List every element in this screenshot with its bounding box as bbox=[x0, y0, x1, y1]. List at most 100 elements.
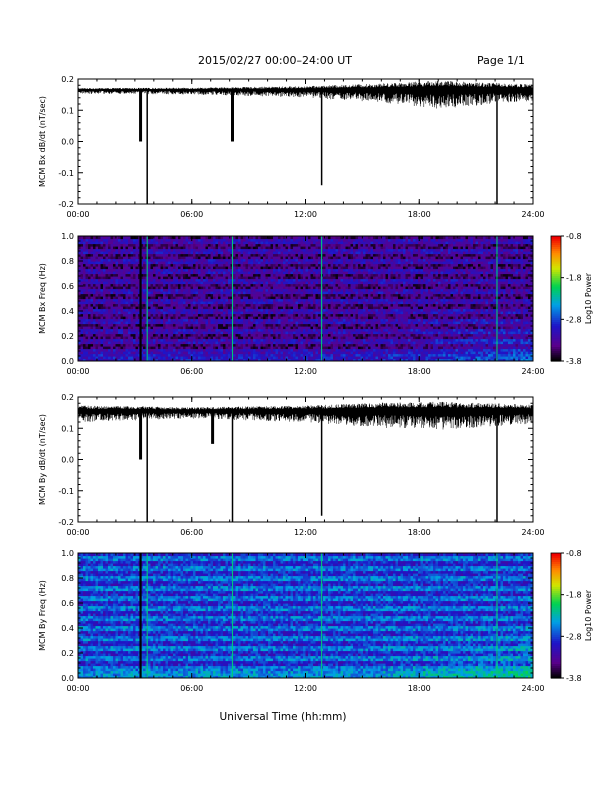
heatmap-cell bbox=[163, 253, 167, 257]
heatmap-cell bbox=[175, 348, 179, 352]
heatmap-cell bbox=[270, 243, 274, 247]
heatmap-cell bbox=[240, 308, 244, 312]
heatmap-cell bbox=[275, 271, 279, 275]
heatmap-cell bbox=[155, 328, 159, 332]
heatmap-cell bbox=[218, 358, 222, 361]
heatmap-cell bbox=[200, 268, 204, 272]
heatmap-cell bbox=[303, 318, 307, 322]
heatmap-cell bbox=[205, 251, 209, 255]
heatmap-cell bbox=[245, 273, 249, 277]
heatmap-cell bbox=[80, 323, 84, 327]
heatmap-cell bbox=[80, 293, 84, 297]
heatmap-cell bbox=[175, 303, 179, 307]
heatmap-cell bbox=[78, 346, 82, 350]
heatmap-cell bbox=[223, 333, 227, 337]
heatmap-cell bbox=[305, 321, 309, 325]
heatmap-cell bbox=[298, 241, 302, 245]
heatmap-cell bbox=[258, 343, 262, 347]
heatmap-cell bbox=[205, 336, 209, 340]
heatmap-cell bbox=[308, 333, 312, 337]
heatmap-cell bbox=[200, 341, 204, 345]
heatmap-cell bbox=[113, 351, 117, 355]
heatmap-cell bbox=[133, 323, 137, 327]
heatmap-cell bbox=[140, 303, 144, 307]
heatmap-cell bbox=[283, 313, 287, 317]
heatmap-cell bbox=[120, 328, 124, 332]
heatmap-cell bbox=[185, 273, 189, 277]
heatmap-cell bbox=[185, 343, 189, 347]
heatmap-cell bbox=[233, 356, 237, 360]
heatmap-cell bbox=[295, 306, 299, 310]
heatmap-cell bbox=[165, 243, 169, 247]
heatmap-cell bbox=[165, 308, 169, 312]
heatmap-cell bbox=[148, 353, 152, 357]
heatmap-cell bbox=[238, 256, 242, 260]
heatmap-cell bbox=[115, 278, 119, 282]
heatmap-cell bbox=[243, 261, 247, 265]
heatmap-cell bbox=[100, 251, 104, 255]
heatmap-cell bbox=[218, 273, 222, 277]
heatmap-cell bbox=[85, 301, 89, 305]
heatmap-cell bbox=[310, 321, 314, 325]
heatmap-cell bbox=[310, 276, 314, 280]
heatmap-cell bbox=[150, 313, 154, 317]
heatmap-cell bbox=[105, 306, 109, 310]
heatmap-cell bbox=[153, 313, 157, 317]
heatmap-cell bbox=[150, 281, 154, 285]
heatmap-cell bbox=[295, 341, 299, 345]
heatmap-cell bbox=[205, 351, 209, 355]
heatmap-cell bbox=[153, 331, 157, 335]
heatmap-cell bbox=[130, 338, 134, 342]
heatmap-cell bbox=[235, 281, 239, 285]
heatmap-cell bbox=[300, 261, 304, 265]
heatmap-cell bbox=[253, 346, 257, 350]
heatmap-cell bbox=[168, 258, 172, 262]
heatmap-cell bbox=[183, 303, 187, 307]
heatmap-cell bbox=[135, 308, 139, 312]
heatmap-cell bbox=[283, 316, 287, 320]
heatmap-cell bbox=[170, 273, 174, 277]
heatmap-cell bbox=[225, 346, 229, 350]
heatmap-cell bbox=[118, 323, 122, 327]
heatmap-cell bbox=[210, 241, 214, 245]
heatmap-cell bbox=[93, 236, 97, 240]
heatmap-cell bbox=[248, 283, 252, 287]
heatmap-cell bbox=[108, 238, 112, 242]
heatmap-cell bbox=[98, 298, 102, 302]
heatmap-cell bbox=[305, 338, 309, 342]
heatmap-cell bbox=[128, 266, 132, 270]
heatmap-cell bbox=[270, 333, 274, 337]
heatmap-cell bbox=[143, 288, 147, 292]
heatmap-cell bbox=[295, 333, 299, 337]
heatmap-cell bbox=[130, 253, 134, 257]
heatmap-cell bbox=[255, 358, 259, 361]
heatmap-cell bbox=[278, 323, 282, 327]
heatmap-cell bbox=[90, 338, 94, 342]
heatmap-cell bbox=[188, 336, 192, 340]
heatmap-cell bbox=[285, 346, 289, 350]
heatmap-cell bbox=[128, 306, 132, 310]
heatmap-cell bbox=[275, 243, 279, 247]
heatmap-cell bbox=[163, 338, 167, 342]
heatmap-cell bbox=[253, 238, 257, 242]
heatmap-cell bbox=[163, 271, 167, 275]
heatmap-cell bbox=[275, 321, 279, 325]
heatmap-cell bbox=[108, 248, 112, 252]
heatmap-cell bbox=[275, 341, 279, 345]
heatmap-cell bbox=[100, 331, 104, 335]
heatmap-cell bbox=[270, 281, 274, 285]
heatmap-cell bbox=[133, 301, 137, 305]
heatmap-cell bbox=[190, 246, 194, 250]
heatmap-cell bbox=[300, 301, 304, 305]
heatmap-cell bbox=[183, 251, 187, 255]
heatmap-cell bbox=[195, 266, 199, 270]
heatmap-cell bbox=[158, 266, 162, 270]
heatmap-cell bbox=[98, 283, 102, 287]
heatmap-cell bbox=[140, 331, 144, 335]
heatmap-cell bbox=[308, 343, 312, 347]
heatmap-cell bbox=[175, 256, 179, 260]
heatmap-cell bbox=[200, 288, 204, 292]
heatmap-cell bbox=[245, 251, 249, 255]
heatmap-cell bbox=[135, 256, 139, 260]
heatmap-cell bbox=[235, 338, 239, 342]
